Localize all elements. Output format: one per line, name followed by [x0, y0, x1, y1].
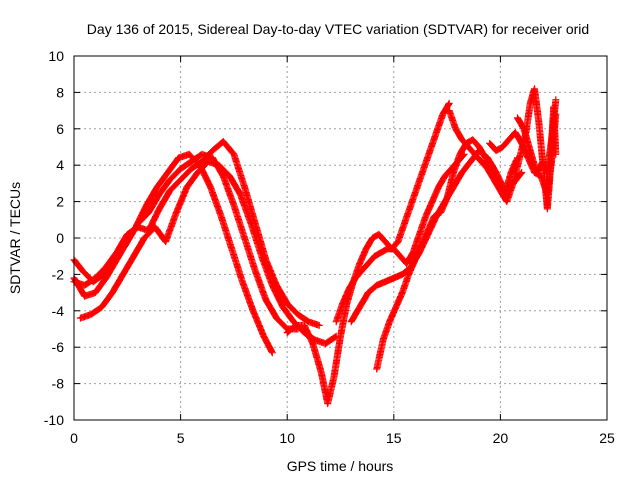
y-tick-label: 10: [48, 48, 64, 64]
series-11: [514, 103, 560, 213]
y-tick-label: -4: [52, 303, 65, 319]
y-tick-label: 0: [56, 230, 64, 246]
y-axis-label: SDTVAR / TECUs: [7, 182, 23, 294]
series-markers: [76, 158, 340, 348]
x-tick-label: 5: [177, 430, 185, 446]
series-4: [76, 158, 340, 348]
y-tick-label: -6: [52, 339, 65, 355]
x-tick-label: 15: [386, 430, 402, 446]
y-tick-label: -10: [44, 412, 64, 428]
chart-title: Day 136 of 2015, Sidereal Day-to-day VTE…: [87, 21, 589, 37]
series-markers: [332, 150, 468, 326]
x-tick-label: 0: [70, 430, 78, 446]
x-tick-label: 25: [599, 430, 615, 446]
series-5: [283, 99, 453, 408]
series-6: [332, 150, 468, 326]
y-tick-label: -8: [52, 376, 65, 392]
y-tick-label: -2: [52, 266, 65, 282]
series-markers: [514, 103, 560, 213]
series-markers: [283, 99, 453, 408]
data-points: [70, 85, 560, 408]
x-tick-label: 20: [493, 430, 509, 446]
axis-ticks: 0 5 10 15 20 25 -10 -8 -6 -4 -2 0 2 4 6 8 10: [44, 48, 615, 446]
y-tick-label: 6: [56, 121, 64, 137]
y-tick-label: 8: [56, 84, 64, 100]
y-tick-label: 4: [56, 157, 64, 173]
x-tick-label: 10: [279, 430, 295, 446]
y-tick-label: 2: [56, 194, 64, 210]
x-axis-label: GPS time / hours: [287, 458, 394, 474]
